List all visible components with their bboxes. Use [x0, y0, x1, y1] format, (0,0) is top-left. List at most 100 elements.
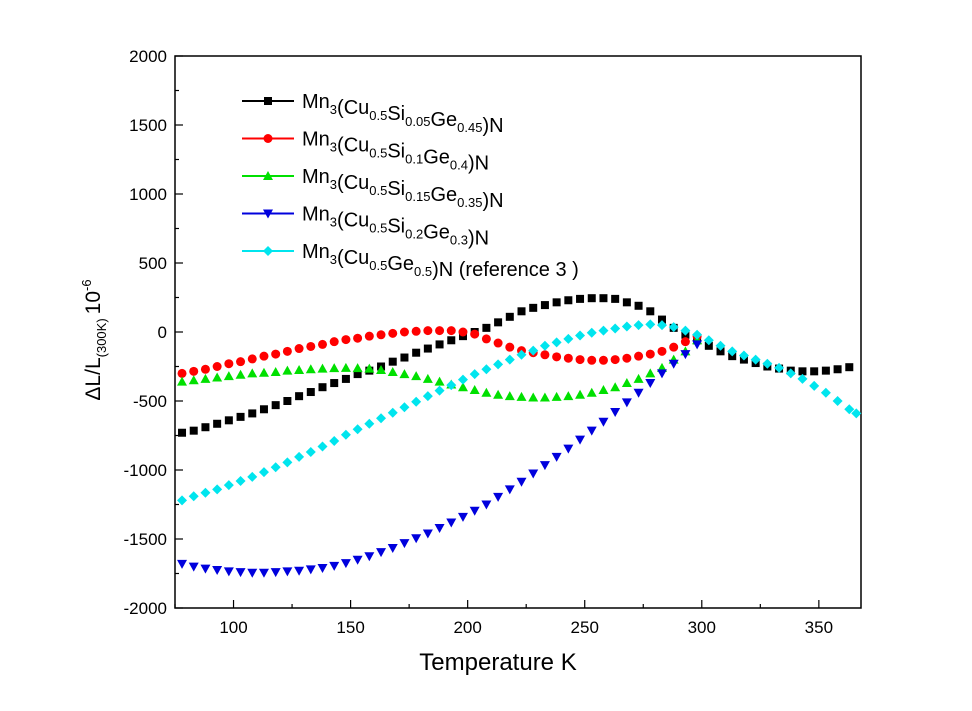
- data-point: [435, 340, 444, 349]
- data-point: [504, 354, 515, 365]
- data-point: [494, 318, 503, 327]
- x-tick-label: 100: [219, 618, 247, 637]
- legend-label: Mn3(Cu0.5Ge0.5)N (reference 3 ): [302, 241, 579, 281]
- data-point: [376, 413, 387, 424]
- data-point: [575, 435, 586, 445]
- data-point: [329, 337, 339, 347]
- data-point: [551, 391, 562, 401]
- data-point: [493, 359, 504, 370]
- data-point: [470, 329, 480, 339]
- data-point: [294, 451, 305, 462]
- data-point: [587, 355, 597, 365]
- y-tick-label: 1000: [129, 185, 167, 204]
- data-point: [223, 480, 234, 491]
- data-point: [411, 371, 422, 381]
- data-point: [236, 357, 246, 367]
- data-point: [551, 337, 562, 348]
- y-tick-label: -500: [133, 392, 167, 411]
- data-point: [529, 303, 538, 312]
- data-point: [528, 469, 539, 479]
- data-point: [598, 417, 609, 427]
- data-point: [575, 330, 586, 341]
- data-point: [481, 387, 492, 397]
- data-point: [622, 298, 631, 307]
- data-point: [212, 362, 222, 371]
- data-point: [305, 447, 316, 458]
- legend-item: Mn3(Cu0.5Si0.15Ge0.35)N: [242, 166, 504, 212]
- data-point: [213, 419, 222, 428]
- x-axis-title: Temperature K: [419, 649, 576, 676]
- data-point: [611, 294, 620, 303]
- legend-marker: [263, 246, 273, 256]
- data-point: [270, 462, 281, 473]
- data-point: [762, 358, 773, 369]
- data-point: [493, 338, 503, 348]
- data-point: [844, 404, 855, 415]
- legend-label: Mn3(Cu0.5Si0.05Ge0.45)N: [302, 91, 504, 137]
- y-tick-label: -1500: [124, 530, 167, 549]
- series-layer: [177, 294, 862, 578]
- x-tick-label: 150: [336, 618, 364, 637]
- data-point: [235, 568, 246, 578]
- data-point: [235, 369, 246, 379]
- data-point: [364, 552, 375, 562]
- data-point: [399, 402, 410, 413]
- data-point: [399, 327, 409, 337]
- legend-item: Mn3(Cu0.5Si0.05Ge0.45)N: [242, 91, 504, 137]
- data-point: [680, 350, 691, 360]
- data-point: [248, 409, 257, 418]
- data-point: [656, 369, 667, 379]
- data-point: [423, 344, 432, 353]
- data-point: [610, 408, 621, 418]
- data-point: [177, 368, 187, 378]
- data-point: [469, 369, 480, 380]
- data-point: [586, 387, 597, 397]
- data-point: [247, 471, 258, 482]
- data-point: [434, 523, 445, 533]
- data-point: [481, 334, 491, 344]
- data-point: [446, 518, 457, 528]
- data-point: [388, 357, 397, 366]
- data-point: [434, 376, 445, 386]
- legend-marker: [263, 134, 273, 143]
- data-point: [223, 371, 234, 381]
- series-2: [177, 326, 702, 378]
- data-point: [388, 328, 398, 338]
- data-point: [715, 340, 726, 351]
- y-tick-label: 500: [139, 254, 167, 273]
- data-point: [259, 351, 269, 361]
- data-point: [435, 326, 445, 336]
- data-point: [633, 388, 644, 398]
- data-point: [340, 559, 351, 569]
- data-point: [540, 301, 549, 310]
- data-point: [646, 307, 655, 316]
- data-point: [516, 477, 527, 487]
- data-point: [727, 346, 738, 357]
- data-point: [610, 323, 621, 334]
- legend: Mn3(Cu0.5Si0.05Ge0.45)NMn3(Cu0.5Si0.1Ge0…: [242, 91, 579, 281]
- legend-item: Mn3(Cu0.5Ge0.5)N (reference 3 ): [242, 241, 579, 281]
- y-tick-label: 0: [158, 323, 167, 342]
- data-point: [224, 416, 233, 425]
- data-point: [340, 362, 351, 372]
- data-point: [539, 392, 550, 402]
- data-point: [633, 320, 644, 331]
- data-point: [212, 484, 223, 495]
- data-point: [329, 561, 340, 571]
- data-point: [645, 368, 656, 378]
- data-point: [200, 487, 211, 498]
- data-point: [832, 396, 843, 406]
- data-point: [200, 364, 210, 374]
- data-point: [330, 379, 339, 388]
- data-point: [247, 368, 258, 378]
- y-axis-title-factor: 10: [82, 291, 105, 314]
- data-point: [457, 374, 468, 385]
- data-point: [505, 312, 514, 321]
- data-point: [306, 388, 315, 397]
- data-point: [621, 378, 632, 388]
- data-point: [282, 365, 293, 375]
- data-point: [621, 398, 632, 408]
- data-point: [247, 354, 257, 364]
- data-point: [341, 374, 350, 383]
